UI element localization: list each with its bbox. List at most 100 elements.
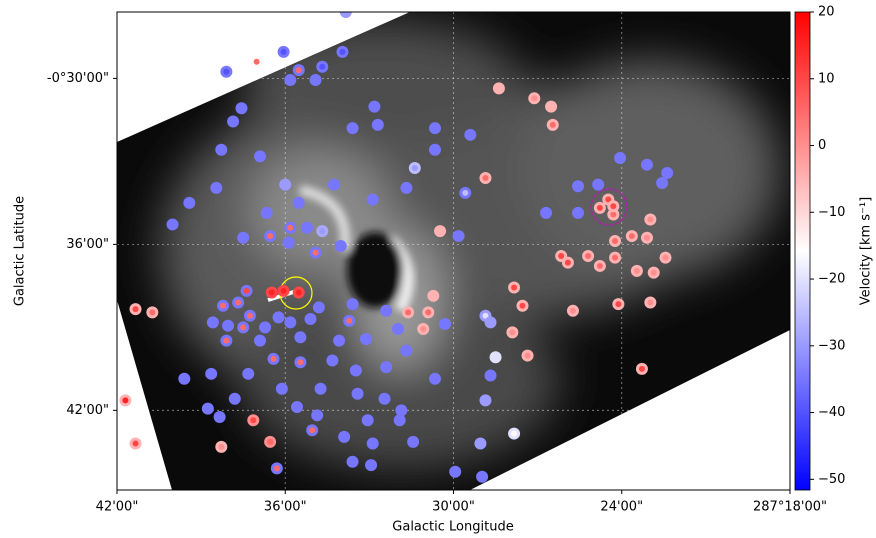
- source-core: [595, 181, 602, 188]
- y-tick-label: 42'00": [66, 403, 109, 418]
- source-core: [331, 181, 338, 188]
- source-core: [243, 287, 250, 294]
- source-core: [403, 347, 410, 354]
- colorbar-tick-label: 10: [818, 71, 835, 86]
- source-core: [383, 307, 390, 314]
- source-core: [569, 307, 576, 314]
- source-core: [257, 153, 264, 160]
- source-core: [336, 337, 343, 344]
- source-core: [280, 287, 287, 294]
- source-core: [394, 326, 401, 333]
- source-core: [314, 412, 321, 419]
- source-core: [575, 183, 582, 190]
- source-core: [482, 312, 489, 319]
- source-core: [317, 385, 324, 392]
- source-core: [610, 211, 617, 218]
- points: [119, 12, 674, 483]
- source-core: [455, 233, 462, 240]
- source-core: [149, 309, 156, 316]
- colorbar-title: Velocity [km s⁻¹]: [859, 197, 874, 305]
- source-core: [245, 370, 252, 377]
- source-core: [341, 433, 348, 440]
- source-core: [369, 440, 376, 447]
- source-core: [431, 375, 438, 382]
- source-core: [275, 314, 282, 321]
- source-core: [319, 63, 326, 70]
- source-core: [487, 372, 494, 379]
- source-core: [270, 355, 277, 362]
- source-core: [339, 48, 346, 55]
- source-core: [186, 199, 193, 206]
- source-core: [647, 299, 654, 306]
- source-core: [337, 243, 344, 250]
- source-core: [218, 443, 225, 450]
- colorbar-tick-label: 20: [818, 5, 835, 20]
- source-core: [403, 184, 410, 191]
- source-core: [647, 216, 654, 223]
- source-core: [297, 359, 304, 366]
- source-core: [369, 196, 376, 203]
- source-core: [315, 304, 322, 311]
- source-core: [268, 289, 275, 296]
- highlight-circle: [590, 188, 628, 226]
- source-core: [132, 306, 139, 313]
- source-core: [543, 209, 550, 216]
- source-core: [662, 254, 669, 261]
- source-core: [643, 161, 650, 168]
- source-core: [612, 238, 619, 245]
- source-core: [295, 67, 302, 74]
- source-core: [346, 317, 353, 324]
- source-core: [509, 329, 516, 336]
- x-tick-label: 287°18'00": [753, 500, 827, 515]
- source-core: [235, 299, 242, 306]
- source-core: [295, 289, 302, 296]
- source-core: [240, 324, 247, 331]
- source-core: [575, 209, 582, 216]
- source-core: [352, 367, 359, 374]
- source-core: [223, 68, 230, 75]
- source-core: [364, 417, 371, 424]
- source-core: [650, 269, 657, 276]
- source-core: [250, 417, 257, 424]
- source-core: [218, 146, 225, 153]
- source-core: [307, 316, 314, 323]
- source-core: [278, 385, 285, 392]
- source-core: [482, 397, 489, 404]
- source-core: [638, 365, 645, 372]
- source-core: [383, 364, 390, 371]
- source-core: [615, 301, 622, 308]
- colorbar-tick-label: −50: [818, 472, 845, 487]
- source-core: [267, 233, 274, 240]
- source-core: [482, 174, 489, 181]
- source-core: [549, 121, 556, 128]
- source-core: [437, 228, 444, 235]
- source-core: [617, 155, 624, 162]
- source-core: [519, 302, 526, 309]
- source-core: [267, 438, 274, 445]
- source-core: [282, 181, 289, 188]
- source-core: [628, 233, 635, 240]
- source-core: [209, 319, 216, 326]
- source-core: [492, 354, 499, 361]
- source-core: [213, 184, 220, 191]
- source-core: [431, 146, 438, 153]
- source-core: [430, 292, 437, 299]
- source-core: [263, 209, 270, 216]
- source-core: [354, 390, 361, 397]
- source-core: [452, 468, 459, 475]
- source-core: [287, 224, 294, 231]
- source-core: [342, 12, 349, 15]
- source-core: [216, 413, 223, 420]
- source-core: [612, 254, 619, 261]
- source-core: [132, 440, 139, 447]
- source-core: [664, 169, 671, 176]
- y-axis-title: Galactic Latitude: [13, 196, 28, 306]
- source-core: [368, 462, 375, 469]
- source-core: [405, 309, 412, 316]
- source-core: [285, 239, 292, 246]
- source-core: [223, 337, 230, 344]
- source-core: [297, 334, 304, 341]
- source-core: [122, 397, 129, 404]
- source-core: [524, 352, 531, 359]
